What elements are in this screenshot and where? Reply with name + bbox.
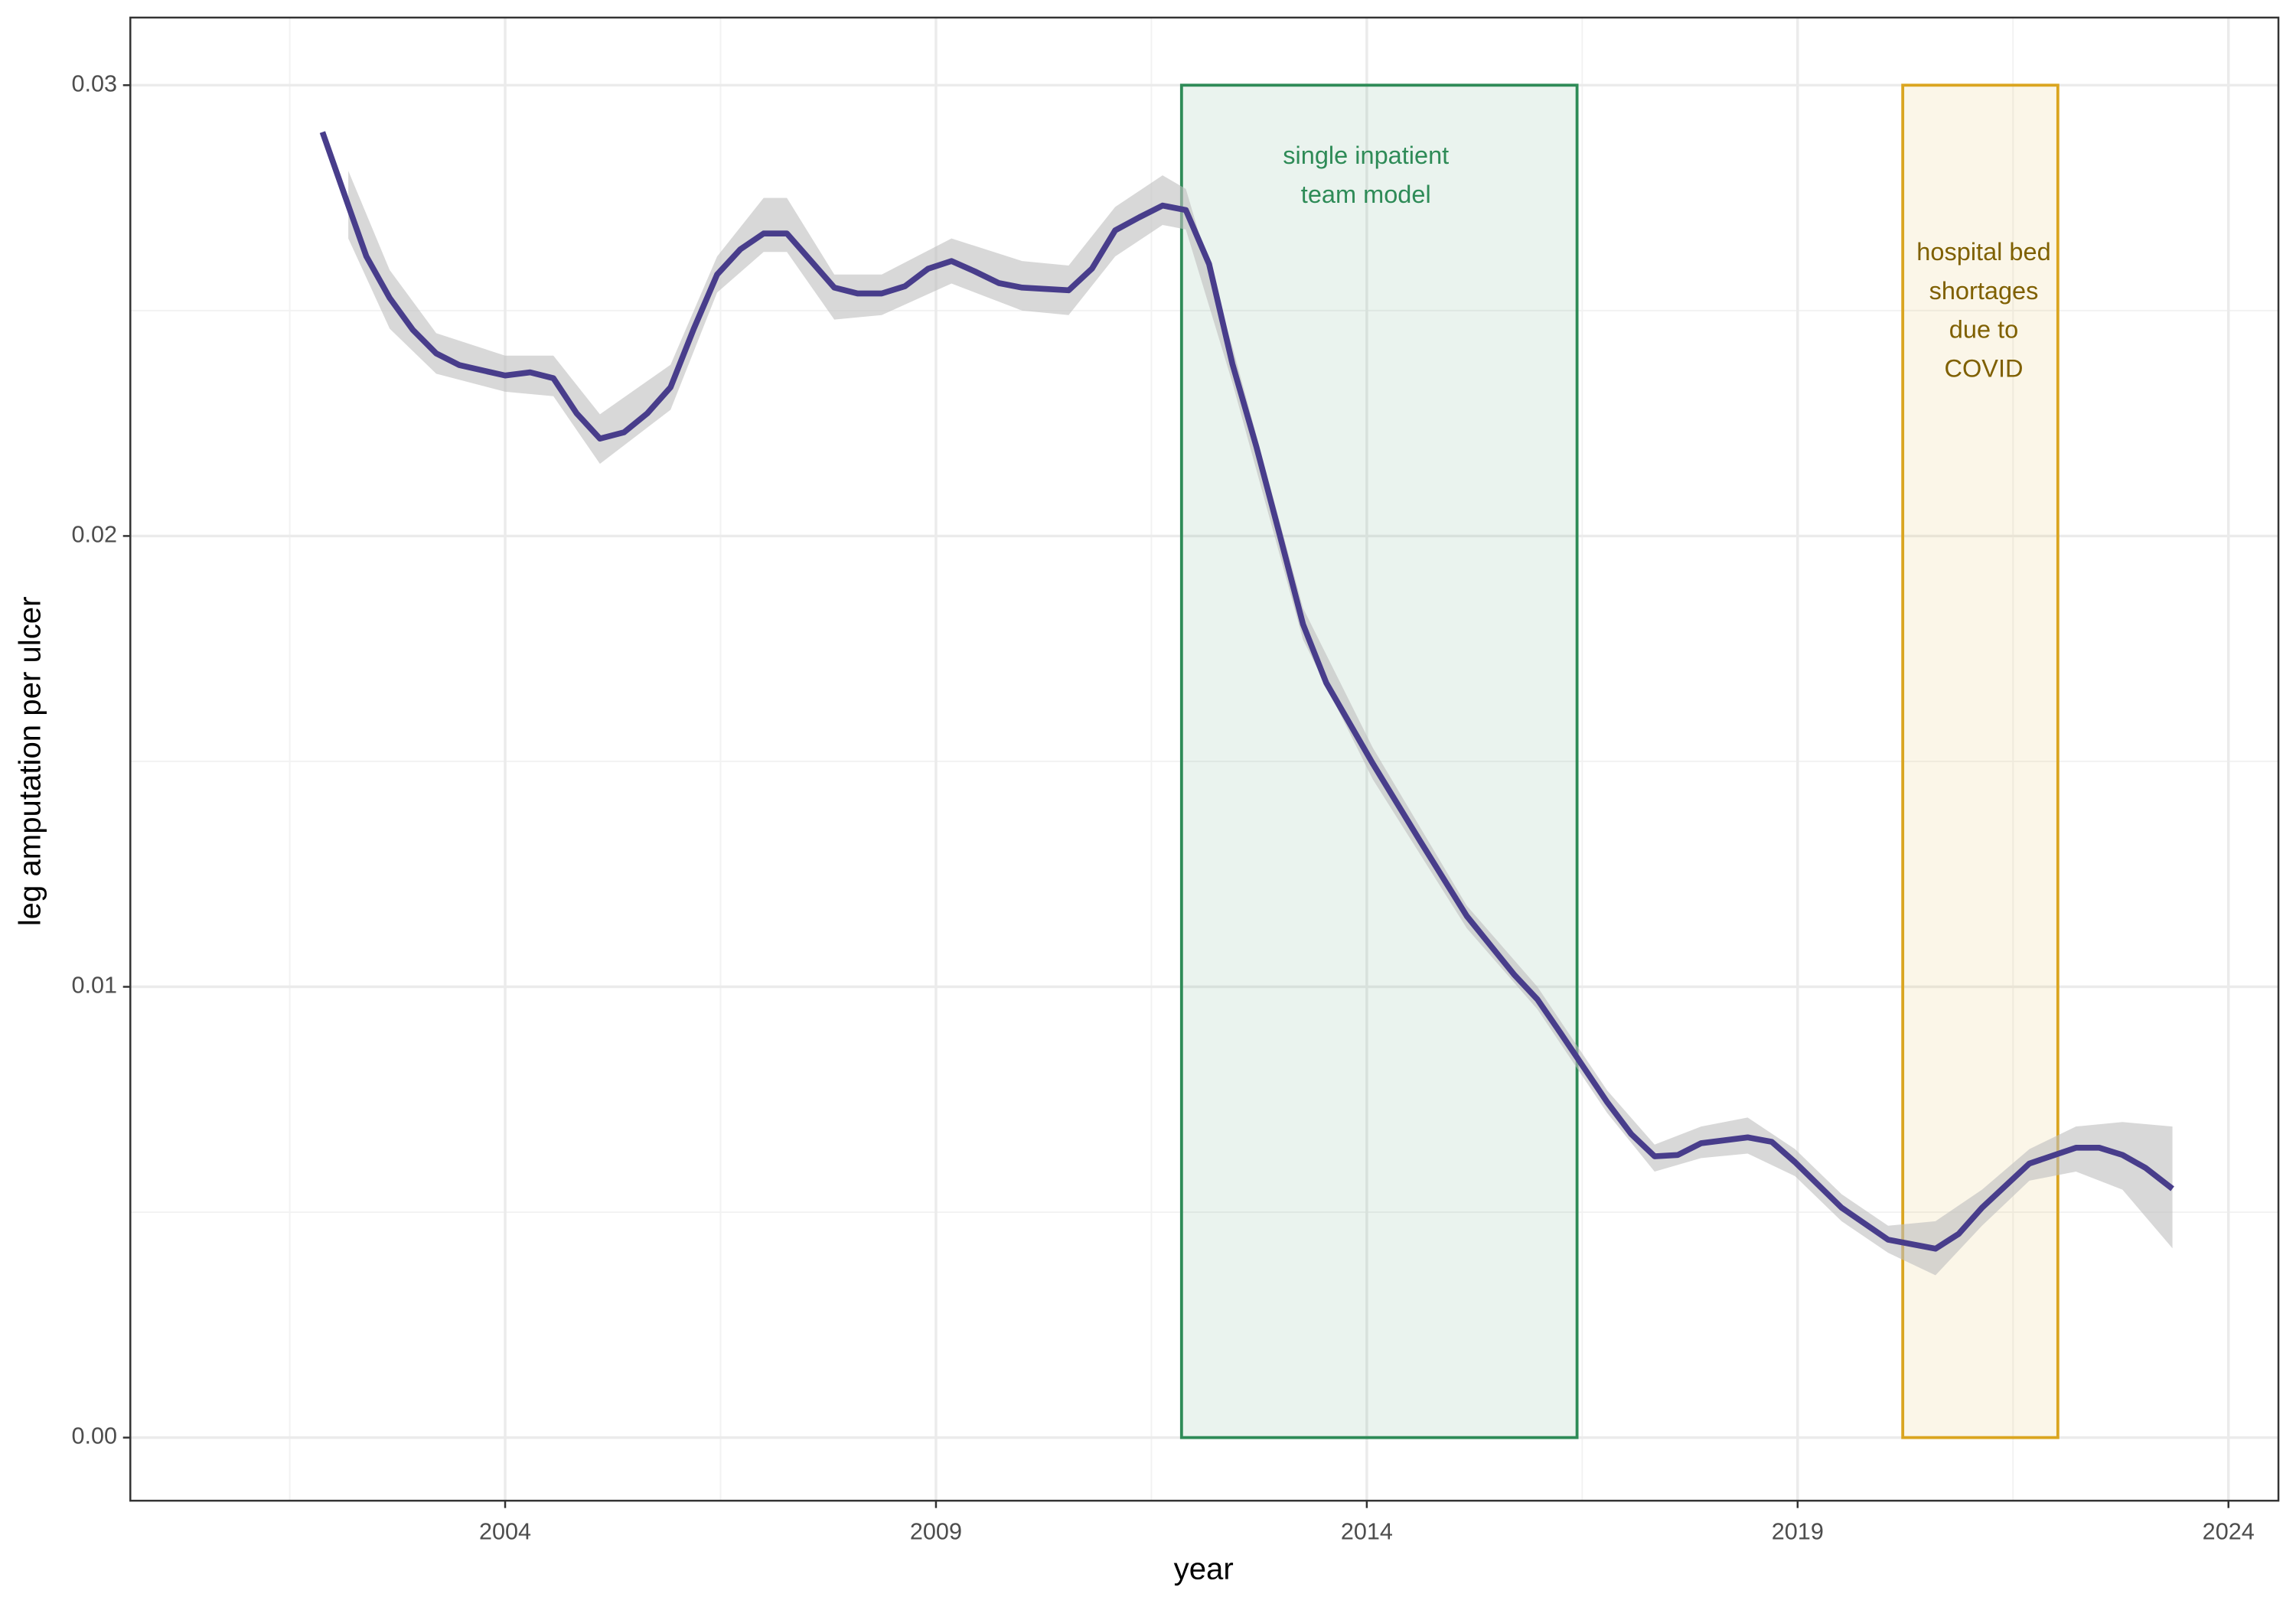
- annotation-text: shortages: [1929, 277, 2039, 305]
- y-tick-label: 0.02: [71, 522, 117, 548]
- x-tick-label: 2024: [2203, 1518, 2255, 1544]
- trend-line: [319, 131, 2174, 1252]
- annotation-text: team model: [1301, 181, 1431, 208]
- y-tick-label: 0.03: [71, 70, 117, 96]
- annotation-text: single inpatient: [1283, 142, 1449, 169]
- x-tick-label: 2004: [479, 1518, 531, 1544]
- x-tick-label: 2009: [910, 1518, 962, 1544]
- y-tick-label: 0.01: [71, 973, 117, 999]
- y-axis-title: leg amputation per ulcer: [13, 596, 47, 926]
- annotation-text: due to: [1949, 316, 2018, 344]
- x-tick-label: 2019: [1772, 1518, 1824, 1544]
- y-tick-label: 0.00: [71, 1423, 117, 1449]
- panel-border: [129, 16, 2280, 1502]
- x-axis-title: year: [1174, 1552, 1234, 1586]
- annotation-text: COVID: [1945, 354, 2024, 382]
- x-tick-label: 2014: [1341, 1518, 1393, 1544]
- annotation-text: hospital bed: [1916, 238, 2050, 266]
